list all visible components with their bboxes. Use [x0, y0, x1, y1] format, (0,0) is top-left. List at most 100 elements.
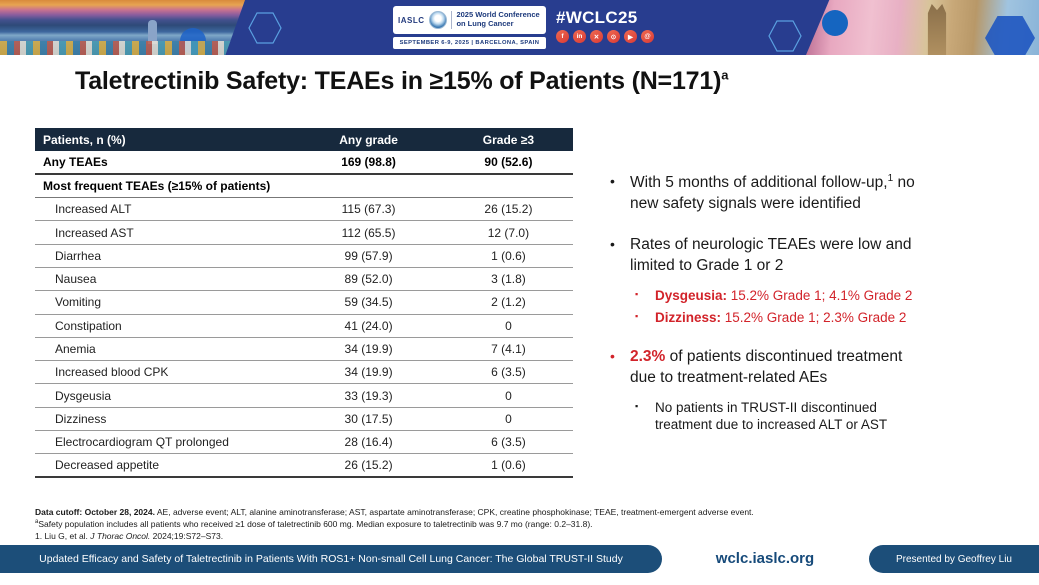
text-segment: Safety population includes all patients … [38, 519, 593, 530]
teae-table-header: Patients, n (%) Any grade Grade ≥3 [35, 128, 573, 151]
bullet-marker: • [610, 173, 615, 189]
bullet-text: Dizziness: 15.2% Grade 1; 2.3% Grade 2 [655, 309, 906, 327]
any-grade-value: 30 (17.5) [293, 407, 444, 432]
col-header-any-grade: Any grade [293, 128, 444, 151]
linkedin-icon[interactable]: in [573, 30, 586, 43]
table-row: Increased blood CPK 34 (19.9) 6 (3.5) [35, 360, 573, 385]
teae-label: Dysgeusia [35, 383, 294, 408]
study-title-banner: Updated Efficacy and Safety of Taletrect… [0, 545, 662, 573]
bullet-item: • Rates of neurologic TEAEs were low and … [610, 235, 1030, 277]
text-segment: Rates of neurologic TEAEs were low and l… [630, 236, 912, 274]
text-segment: 2.3% [630, 347, 666, 365]
footnote-line: Data cutoff: October 28, 2024. AE, adver… [35, 507, 1015, 518]
sub-bullet-item: ▪ No patients in TRUST-II discontinued tr… [635, 399, 1030, 434]
teae-label: Constipation [35, 314, 294, 338]
grade-ge3-value: 90 (52.6) [443, 151, 573, 176]
table-row: Diarrhea 99 (57.9) 1 (0.6) [35, 244, 573, 268]
bullet-marker: • [610, 347, 615, 364]
table-row: Dysgeusia 33 (19.3) 0 [35, 383, 573, 408]
table-row: Nausea 89 (52.0) 3 (1.8) [35, 267, 573, 292]
instagram-icon[interactable]: ⊙ [607, 30, 620, 43]
wclc-url-link[interactable]: wclc.iaslc.org [715, 550, 815, 567]
any-grade-value: 59 (34.5) [293, 290, 444, 315]
bullet-text: Rates of neurologic TEAEs were low and l… [630, 235, 930, 277]
table-row: Vomiting 59 (34.5) 2 (1.2) [35, 290, 573, 315]
text-segment: J Thorac Oncol. [90, 530, 151, 541]
bullet-marker: • [610, 236, 615, 252]
hexagon-outline-icon [248, 12, 282, 44]
text-segment: AE, adverse event; ALT, alanine aminotra… [154, 507, 754, 517]
divider [450, 11, 452, 29]
page-title: Taletrectinib Safety: TEAEs in ≥15% of P… [75, 67, 728, 96]
bullet-marker: ▪ [635, 288, 639, 299]
conference-header-banner: IASLC 2025 World Conference on Lung Canc… [0, 0, 1039, 55]
tower-graphic [148, 20, 157, 44]
text-segment: of patients discontinued treatment due t… [630, 347, 903, 386]
text-segment: 1. Liu G, et al. [35, 530, 91, 541]
bullet-item: • With 5 months of additional follow-up,1… [610, 172, 1030, 215]
grade-ge3-value: 7 (4.1) [443, 337, 573, 362]
table-row: Increased AST 112 (65.5) 12 (7.0) [35, 220, 573, 245]
any-grade-value: 26 (15.2) [293, 453, 444, 479]
hexagon-outline-icon [768, 20, 802, 52]
social-icons: f in ✕ ⊙ ▶ @ [556, 30, 654, 43]
teae-table: Patients, n (%) Any grade Grade ≥3 Any T… [35, 128, 573, 479]
text-segment: 15.2% Grade 1; 4.1% Grade 2 [727, 287, 913, 303]
table-row: Electrocardiogram QT prolonged 28 (16.4) 6… [35, 430, 573, 455]
grade-ge3-value: 1 (0.6) [443, 244, 573, 268]
any-grade-value: 89 (52.0) [293, 267, 444, 292]
teae-label: Anemia [35, 337, 294, 362]
youtube-icon[interactable]: ▶ [624, 30, 637, 43]
x-icon[interactable]: ✕ [590, 30, 603, 43]
text-segment: a [35, 519, 39, 526]
key-findings-bullets: • With 5 months of additional follow-up,1… [610, 172, 1030, 434]
text-segment: With 5 months of additional follow-up, [630, 174, 888, 192]
bullet-marker: ▪ [635, 311, 639, 322]
grade-ge3-value: 26 (15.2) [443, 197, 573, 222]
table-row: Most frequent TEAEs (≥15% of patients) [35, 174, 573, 199]
any-grade-value: 34 (19.9) [293, 337, 444, 362]
bullet-text: With 5 months of additional follow-up,1 … [630, 172, 930, 215]
any-grade-value: 112 (65.5) [293, 220, 444, 245]
any-grade-value: 28 (16.4) [293, 430, 444, 455]
table-row: Anemia 34 (19.9) 7 (4.1) [35, 337, 573, 362]
threads-icon[interactable]: @ [641, 30, 654, 43]
facebook-icon[interactable]: f [556, 30, 569, 43]
table-row: Dizziness 30 (17.5) 0 [35, 407, 573, 432]
grade-ge3-value: 0 [443, 407, 573, 432]
presenter-text: Presented by Geoffrey Liu [896, 553, 1012, 565]
teae-label: Decreased appetite [35, 453, 294, 479]
teae-label: Vomiting [35, 290, 294, 315]
teae-label: Diarrhea [35, 244, 294, 268]
wclc-emblem-icon [428, 11, 447, 29]
table-row: Constipation 41 (24.0) 0 [35, 314, 573, 338]
sub-bullet-item: ▪ Dysgeusia: 15.2% Grade 1; 4.1% Grade 2 [635, 287, 1030, 305]
grade-ge3-value: 3 (1.8) [443, 267, 573, 292]
any-grade-value: 33 (19.3) [293, 383, 444, 408]
footnote-line: aSafety population includes all patients… [35, 518, 1015, 530]
text-segment: no new safety signals were identified [630, 174, 915, 213]
bullet-text: 2.3% of patients discontinued treatment … [630, 347, 930, 389]
grade-ge3-value: 2 (1.2) [443, 290, 573, 315]
footnote-line: 1. Liu G, et al. J Thorac Oncol. 2024;19… [35, 531, 1015, 542]
iaslc-logo-box: IASLC 2025 World Conference on Lung Canc… [393, 6, 546, 34]
teae-label: Increased blood CPK [35, 360, 294, 385]
col-header-patients: Patients, n (%) [35, 128, 294, 151]
text-segment: 15.2% Grade 1; 2.3% Grade 2 [721, 310, 907, 326]
study-title-text: Updated Efficacy and Safety of Taletrect… [39, 553, 623, 565]
teae-label: Dizziness [35, 407, 294, 432]
grade-ge3-value: 12 (7.0) [443, 220, 573, 245]
table-row: Any TEAEs 169 (98.8) 90 (52.6) [35, 151, 573, 176]
page-title-text: Taletrectinib Safety: TEAEs in ≥15% of P… [75, 67, 722, 95]
any-grade-value: 99 (57.9) [293, 244, 444, 268]
text-segment: Data cutoff: October 28, 2024. [35, 507, 155, 517]
presenter-banner: Presented by Geoffrey Liu [869, 545, 1039, 573]
teae-label: Nausea [35, 267, 294, 292]
text-segment: Dysgeusia: [655, 287, 728, 303]
hashtag-wclc25: #WCLC25 [556, 8, 638, 27]
teae-label: Any TEAEs [35, 151, 294, 176]
bullet-item: • 2.3% of patients discontinued treatment… [610, 347, 1030, 389]
grade-ge3-value: 0 [443, 314, 573, 338]
teae-label: Electrocardiogram QT prolonged [35, 430, 294, 455]
